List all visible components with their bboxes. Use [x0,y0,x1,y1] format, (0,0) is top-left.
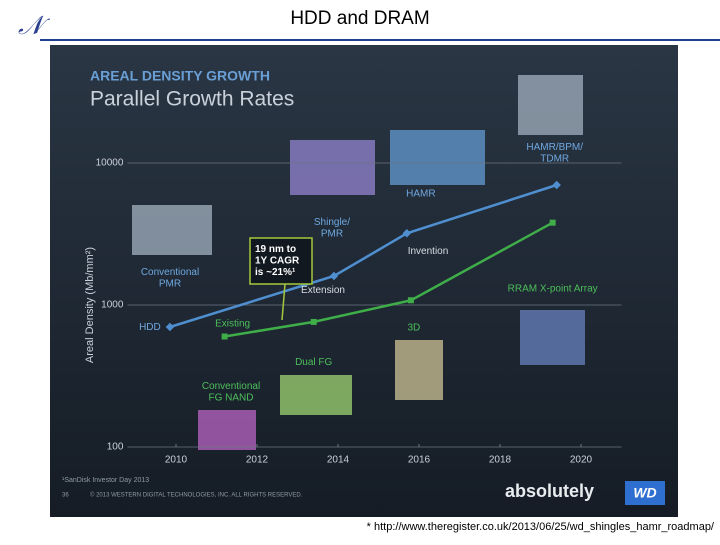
logo-mark: 𝒩 [18,11,51,40]
dual-fg-illustration [280,375,352,415]
annotation: Conventional PMR [141,267,199,290]
series-line [224,221,554,338]
3d-illustration [395,340,443,400]
point-label-line: Dual FG [295,357,332,368]
y-axis-label: Areal Density (Mb/mm²) [84,247,96,363]
shingle-illustration [290,140,375,195]
point-label: HAMR [406,188,435,199]
source-note: ¹SanDisk Investor Day 2013 [62,477,149,484]
copyright: © 2013 WESTERN DIGITAL TECHNOLOGIES, INC… [90,492,303,499]
plot: 100 1000 10000 2010 2012 2014 2016 2018 2020 HDD S… [96,142,622,466]
x-tick-label: 2010 [165,455,188,466]
tdmr-illustration [518,75,583,135]
logo-box [625,481,665,505]
annotation: Conventional FG NAND [202,381,260,404]
point [165,322,175,332]
callout-text-line: is ~21%¹ [255,267,296,278]
x-tick-label: 2014 [327,455,350,466]
annotation-line: Invention [408,246,449,257]
point [407,297,414,304]
callout-text: 19 nm to 1Y CAGR is ~21%¹ [255,244,300,278]
point [402,229,412,238]
point [310,318,317,325]
point-label: RRAM X-point Array [508,283,598,294]
annotation-line: Conventional [141,267,199,278]
point-label-line: RRAM X-point Array [508,283,598,294]
annotation-line: PMR [159,278,181,289]
x-tick-label: 2016 [408,455,431,466]
chart-kicker: AREAL DENSITY GROWTH [90,68,270,84]
point [221,333,228,340]
annotation-line: FG NAND [209,392,254,403]
callout-text-line: 1Y CAGR [255,255,300,266]
annotation-line: Conventional [202,381,260,392]
point-label-line: HDD [139,322,161,333]
x-tick-label: 2018 [489,455,512,466]
point-label: Dual FG [295,357,332,368]
callout-text-line: 19 nm to [255,244,296,255]
pmr-media-illustration [132,205,212,255]
page-number: 36 [62,493,69,499]
point-label-line: Existing [215,318,250,329]
point-label: HDD [139,322,161,333]
annotation: Extension [301,285,345,296]
y-tick-label: 100 [107,442,124,453]
logo: WD [633,485,656,501]
point-label: 3D [408,322,421,333]
illustrations [132,75,585,450]
point-label: HAMR/BPM/TDMR [526,142,583,165]
annotation: Invention [408,246,449,257]
chart-title: Parallel Growth Rates [90,88,294,111]
point-label-line: HAMR/BPM/ [526,142,583,153]
fg-nand-illustration [198,410,256,450]
point-label-line: PMR [321,228,343,239]
annotation-line: Extension [301,285,345,296]
callout-box [249,237,313,285]
x-tick-label: 2012 [246,455,269,466]
point-label: Shingle/PMR [314,217,350,240]
x-tick-label: 2020 [570,455,593,466]
series-line [169,183,558,329]
point [329,271,339,281]
point [549,219,556,226]
footnote: * http://www.theregister.co.uk/2013/06/2… [367,521,715,533]
hamr-illustration [390,130,485,185]
slide-title: HDD and DRAM [290,8,429,29]
point-label-line: TDMR [540,153,569,164]
y-tick-label: 10000 [96,158,124,169]
y-tick-label: 1000 [101,300,124,311]
chart-panel [50,45,678,517]
point-label-line: Shingle/ [314,217,350,228]
rram-illustration [520,310,585,365]
point-label-line: 3D [408,322,421,333]
callout-pointer [281,283,286,321]
slogan: absolutely [505,481,594,501]
point-label: Existing [215,318,250,329]
point-label-line: HAMR [406,188,435,199]
